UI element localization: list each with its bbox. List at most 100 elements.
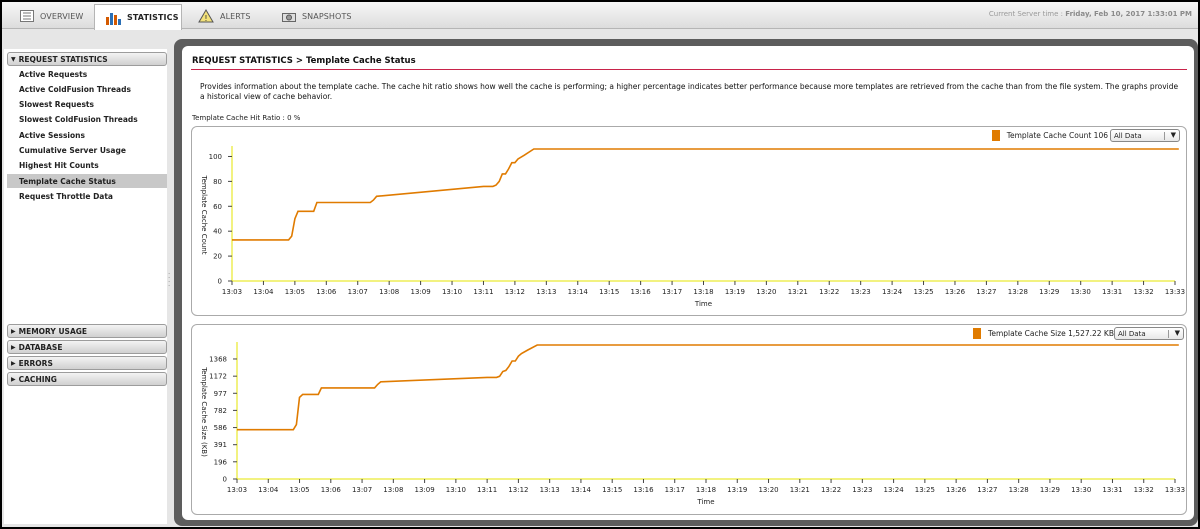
series-line (232, 148, 1179, 241)
content-panel: REQUEST STATISTICS > Template Cache Stat… (182, 46, 1194, 520)
tab-overview[interactable]: OVERVIEW (12, 4, 92, 28)
y-tick-label: 80 (213, 178, 222, 186)
x-tick-label: 13:29 (1040, 486, 1060, 494)
x-tick-label: 13:06 (316, 288, 337, 296)
y-tick-label: 586 (214, 424, 228, 432)
range-dropdown[interactable]: All Data ▼ (1110, 129, 1180, 142)
sidebar-item[interactable]: Template Cache Status (7, 174, 167, 189)
server-time-value: Friday, Feb 10, 2017 1:33:01 PM (1065, 10, 1192, 18)
legend-label: Template Cache Count 106 (1006, 131, 1108, 140)
sidebar-item[interactable]: Slowest ColdFusion Threads (19, 115, 138, 125)
tab-statistics[interactable]: STATISTICS (94, 4, 182, 30)
section-label: REQUEST STATISTICS (18, 54, 108, 64)
server-time: Current Server time : Friday, Feb 10, 20… (989, 10, 1192, 18)
section-label: DATABASE (18, 342, 63, 352)
x-tick-label: 13:03 (222, 288, 242, 296)
y-tick-label: 60 (213, 203, 222, 211)
x-tick-label: 13:10 (446, 486, 466, 494)
sidebar-item[interactable]: Highest Hit Counts (19, 161, 99, 171)
section-label: ERRORS (18, 358, 53, 368)
x-tick-label: 13:27 (976, 288, 996, 296)
chart-legend: Template Cache Size 1,527.22 KB (973, 328, 1114, 339)
legend-label: Template Cache Size 1,527.22 KB (988, 329, 1114, 338)
x-tick-label: 13:23 (851, 288, 871, 296)
x-tick-label: 13:12 (508, 486, 528, 494)
series-line (237, 344, 1179, 431)
x-tick-label: 13:32 (1133, 288, 1153, 296)
x-tick-label: 13:13 (536, 288, 556, 296)
section-label: CACHING (18, 374, 57, 384)
x-tick-label: 13:15 (599, 288, 619, 296)
x-tick-label: 13:08 (383, 486, 403, 494)
triangle-right-icon: ▶ (11, 343, 16, 351)
x-tick-label: 13:04 (253, 288, 274, 296)
chart-legend: Template Cache Count 106 (991, 130, 1108, 141)
x-tick-label: 13:17 (662, 288, 682, 296)
x-tick-label: 13:21 (788, 288, 808, 296)
x-tick-label: 13:10 (442, 288, 462, 296)
section-caching[interactable]: ▶ CACHING (7, 372, 167, 386)
y-tick-label: 391 (214, 441, 227, 449)
page-description: Provides information about the template … (200, 82, 1179, 101)
x-axis-title: Time (696, 498, 714, 506)
sidebar-item[interactable]: Active ColdFusion Threads (19, 84, 131, 94)
x-tick-label: 13:05 (285, 288, 305, 296)
tab-snapshots-label: SNAPSHOTS (302, 11, 352, 21)
x-tick-label: 13:03 (227, 486, 247, 494)
chevron-down-icon: ▼ (1174, 329, 1180, 337)
sidebar-item[interactable]: Slowest Requests (19, 100, 94, 110)
x-tick-label: 13:19 (727, 486, 747, 494)
tab-snapshots[interactable]: SNAPSHOTS (282, 4, 362, 28)
y-tick-label: 782 (214, 407, 227, 415)
section-label: MEMORY USAGE (18, 326, 88, 336)
x-tick-label: 13:13 (540, 486, 560, 494)
server-time-label: Current Server time : (988, 10, 1066, 18)
x-tick-label: 13:22 (819, 288, 839, 296)
x-tick-label: 13:12 (505, 288, 525, 296)
x-tick-label: 13:30 (1071, 288, 1091, 296)
x-tick-label: 13:20 (758, 486, 778, 494)
x-tick-label: 13:26 (946, 486, 967, 494)
y-axis-title: Template Cache Count (200, 175, 208, 255)
x-tick-label: 13:24 (882, 288, 903, 296)
y-tick-label: 40 (213, 228, 222, 236)
sidebar-item[interactable]: Request Throttle Data (19, 191, 113, 201)
resize-grip-icon[interactable]: · · · · (168, 270, 171, 290)
x-tick-label: 13:29 (1039, 288, 1059, 296)
svg-text:!: ! (204, 14, 207, 23)
range-dropdown[interactable]: All Data ▼ (1114, 327, 1184, 340)
x-tick-label: 13:21 (790, 486, 810, 494)
tab-overview-label: OVERVIEW (40, 11, 84, 21)
legend-swatch (973, 328, 982, 339)
section-database[interactable]: ▶ DATABASE (7, 340, 167, 354)
x-tick-label: 13:09 (411, 288, 431, 296)
x-tick-label: 13:08 (379, 288, 399, 296)
cache-count-plot: 0 20 40 60 80 100 13:03 13:04 13:05 13:06 13:07 13:… (200, 146, 1185, 308)
sidebar-item[interactable]: Cumulative Server Usage (19, 146, 126, 155)
cache-size-plot: 0 196 391 586 782 977 1172 1368 13:03 13:04 13:05 1… (200, 342, 1185, 506)
y-tick-label: 977 (214, 390, 227, 398)
x-tick-label: 13:23 (852, 486, 872, 494)
title-divider (191, 69, 1187, 70)
x-tick-label: 13:14 (571, 486, 592, 494)
x-tick-label: 13:26 (945, 288, 966, 296)
x-tick-label: 13:25 (915, 486, 935, 494)
sidebar-item[interactable]: Active Requests (19, 69, 88, 79)
dropdown-value: All Data (1118, 329, 1146, 338)
x-axis-title: Time (694, 300, 712, 308)
warning-icon: ! (198, 9, 214, 23)
sidebar-item[interactable]: Active Sessions (19, 130, 85, 140)
section-errors[interactable]: ▶ ERRORS (7, 356, 167, 370)
tab-alerts[interactable]: ! ALERTS (198, 4, 268, 28)
list-icon (20, 10, 34, 22)
x-tick-label: 13:30 (1071, 486, 1091, 494)
y-tick-label: 196 (214, 458, 228, 466)
bar-chart-icon (105, 11, 121, 25)
y-tick-label: 20 (213, 253, 222, 261)
x-tick-label: 13:17 (665, 486, 685, 494)
x-tick-label: 13:06 (321, 486, 342, 494)
section-memory-usage[interactable]: ▶ MEMORY USAGE (7, 324, 167, 338)
y-axis-title: Template Cache Size (KB) (200, 366, 208, 457)
x-tick-label: 13:11 (477, 486, 497, 494)
section-request-statistics[interactable]: ▼ REQUEST STATISTICS (7, 52, 167, 66)
